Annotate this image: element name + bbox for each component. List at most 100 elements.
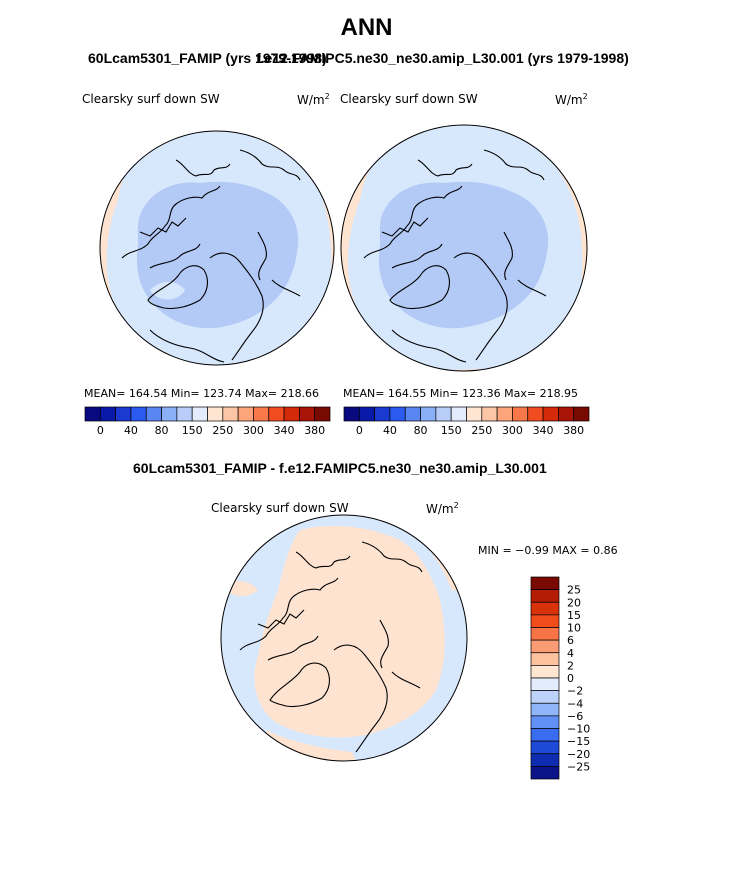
colorbar-swatch bbox=[496, 406, 513, 422]
colorbar-tick-label: 40 bbox=[124, 424, 138, 437]
colorbar-tick-label: 0 bbox=[356, 424, 363, 437]
colorbar-swatch bbox=[358, 406, 375, 422]
colorbar-tick-label: 10 bbox=[567, 622, 581, 635]
page-title: ANN bbox=[340, 14, 393, 41]
colorbar-tick-label: 4 bbox=[567, 647, 574, 660]
colorbar-swatch bbox=[530, 589, 560, 603]
panel1-stats: MEAN= 164.54 Min= 123.74 Max= 218.66 bbox=[84, 387, 320, 400]
colorbar-swatch bbox=[268, 406, 285, 422]
colorbar-tick-label: −20 bbox=[567, 748, 590, 761]
colorbar-swatch bbox=[283, 406, 300, 422]
colorbar-swatch bbox=[404, 406, 421, 422]
colorbar-tick-label: −6 bbox=[567, 710, 583, 723]
colorbar-swatch bbox=[299, 406, 316, 422]
colorbar-tick-label: 300 bbox=[243, 424, 264, 437]
colorbar-tick-label: −2 bbox=[567, 685, 583, 698]
colorbar-swatch bbox=[530, 728, 560, 742]
colorbar-swatch bbox=[512, 406, 529, 422]
colorbar-tick-label: 380 bbox=[563, 424, 584, 437]
coastlines-3 bbox=[239, 541, 423, 753]
colorbar-swatch bbox=[530, 601, 560, 616]
colorbar-swatch bbox=[530, 665, 560, 679]
colorbar-tick-label: 6 bbox=[567, 634, 574, 647]
colorbar-swatch bbox=[530, 576, 560, 590]
colorbar-swatch bbox=[530, 702, 560, 717]
colorbar-swatch bbox=[530, 652, 560, 666]
colorbar-tick-label: 340 bbox=[533, 424, 554, 437]
colorbar-tick-label: 40 bbox=[383, 424, 397, 437]
colorbar-swatch bbox=[222, 406, 239, 422]
colorbar-tick-label: 380 bbox=[304, 424, 325, 437]
colorbar-tick-label: 150 bbox=[441, 424, 462, 437]
colorbar-tick-label: 80 bbox=[414, 424, 428, 437]
colorbar-swatch bbox=[130, 406, 147, 422]
colorbar-swatch bbox=[530, 740, 560, 755]
colorbar-swatch bbox=[420, 406, 437, 422]
coastlines-1 bbox=[121, 149, 301, 363]
colorbar-tick-label: −10 bbox=[567, 723, 590, 736]
colorbar-swatch bbox=[115, 406, 132, 422]
colorbar-tick-label: 2 bbox=[567, 659, 574, 672]
difference-title: 60Lcam5301_FAMIP - f.e12.FAMIPC5.ne30_ne… bbox=[133, 460, 547, 476]
colorbar-swatch bbox=[530, 614, 560, 628]
colorbar-swatch bbox=[343, 406, 360, 422]
colorbar-swatch bbox=[314, 406, 331, 422]
colorbar-tick-label: 250 bbox=[212, 424, 233, 437]
colorbar-tick-label: −25 bbox=[567, 760, 590, 773]
colorbar-panel-1: 0 40 80 150 250 300 340 380 bbox=[84, 406, 331, 437]
panel2-units: W/m2 bbox=[555, 92, 588, 107]
panel2-stats: MEAN= 164.55 Min= 123.36 Max= 218.95 bbox=[343, 387, 579, 400]
colorbar-swatch bbox=[530, 639, 560, 654]
colorbar-tick-label: −4 bbox=[567, 697, 583, 710]
colorbar-tick-label: 300 bbox=[502, 424, 523, 437]
colorbar-tick-label: 150 bbox=[182, 424, 203, 437]
colorbar-swatch bbox=[573, 406, 590, 422]
panel1-field-label: Clearsky surf down SW bbox=[82, 92, 220, 106]
colorbar-tick-label: 0 bbox=[97, 424, 104, 437]
colorbar-swatch bbox=[145, 406, 162, 422]
colorbar-swatch bbox=[450, 406, 467, 422]
colorbar-tick-label: 80 bbox=[155, 424, 169, 437]
panel1-units: W/m2 bbox=[297, 92, 330, 107]
panel3-field-label: Clearsky surf down SW bbox=[211, 501, 349, 515]
colorbar-swatch bbox=[389, 406, 406, 422]
coastlines-2 bbox=[363, 149, 547, 363]
colorbar-tick-label: 340 bbox=[274, 424, 295, 437]
colorbar-swatch bbox=[207, 406, 224, 422]
colorbar-swatch bbox=[237, 406, 254, 422]
colorbar-tick-label: 20 bbox=[567, 596, 581, 609]
colorbar-swatch bbox=[530, 766, 560, 780]
colorbar-tick-label: −15 bbox=[567, 735, 590, 748]
map-panel-1 bbox=[99, 130, 335, 366]
map-panel-difference bbox=[220, 514, 468, 762]
panel2-field-label: Clearsky surf down SW bbox=[340, 92, 478, 106]
panel3-units: W/m2 bbox=[426, 501, 459, 516]
colorbar-swatch bbox=[84, 406, 101, 422]
colorbar-swatch bbox=[530, 715, 560, 729]
colorbar-tick-label: 25 bbox=[567, 584, 581, 597]
colorbar-swatch bbox=[481, 406, 498, 422]
left-panel-subtitle: 60Lcam5301_FAMIP (yrs 1979-1998) bbox=[88, 50, 327, 66]
colorbar-swatch bbox=[530, 690, 560, 704]
colorbar-swatch bbox=[435, 406, 452, 422]
colorbar-tick-label: 250 bbox=[471, 424, 492, 437]
right-panel-subtitle: f.e12.FAMIPC5.ne30_ne30.amip_L30.001 (yr… bbox=[256, 50, 629, 66]
colorbar-tick-label: 0 bbox=[567, 672, 574, 685]
colorbar-swatch bbox=[530, 753, 560, 767]
map-panel-2 bbox=[340, 124, 588, 372]
colorbar-swatch bbox=[176, 406, 193, 422]
colorbar-swatch bbox=[99, 406, 116, 422]
colorbar-swatch bbox=[542, 406, 559, 422]
colorbar-tick-label: 15 bbox=[567, 609, 581, 622]
colorbar-swatch bbox=[466, 406, 483, 422]
colorbar-swatch bbox=[530, 627, 560, 641]
colorbar-swatch bbox=[253, 406, 270, 422]
colorbar-panel-2: 0 40 80 150 250 300 340 380 bbox=[343, 406, 590, 437]
panel3-stats: MIN = −0.99 MAX = 0.86 bbox=[478, 544, 618, 557]
colorbar-swatch bbox=[530, 677, 560, 691]
colorbar-swatch bbox=[527, 406, 544, 422]
colorbar-swatch bbox=[161, 406, 178, 422]
colorbar-swatch bbox=[374, 406, 391, 422]
